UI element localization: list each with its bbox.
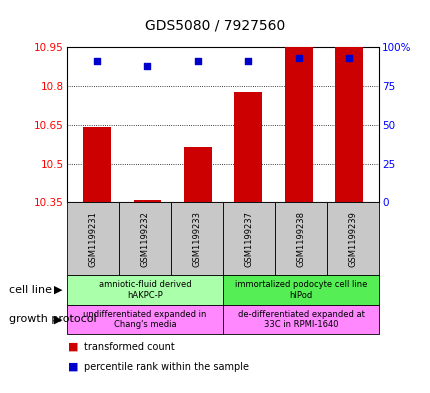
Text: ■: ■ xyxy=(68,342,78,352)
Bar xyxy=(171,202,223,275)
Text: growth protocol: growth protocol xyxy=(9,314,96,324)
Bar xyxy=(223,202,274,275)
Bar xyxy=(274,202,326,275)
Text: de-differentiated expanded at
33C in RPMI-1640: de-differentiated expanded at 33C in RPM… xyxy=(237,310,364,329)
Bar xyxy=(326,202,378,275)
Text: GSM1199232: GSM1199232 xyxy=(140,211,149,267)
Text: undifferentiated expanded in
Chang's media: undifferentiated expanded in Chang's med… xyxy=(83,310,206,329)
Point xyxy=(194,58,201,64)
Bar xyxy=(133,200,161,202)
Text: percentile rank within the sample: percentile rank within the sample xyxy=(84,362,249,371)
Bar xyxy=(223,305,378,334)
Point xyxy=(93,58,100,64)
Bar xyxy=(119,202,171,275)
Point xyxy=(295,55,301,61)
Text: amniotic-fluid derived
hAKPC-P: amniotic-fluid derived hAKPC-P xyxy=(98,280,191,299)
Text: transformed count: transformed count xyxy=(84,342,175,352)
Bar xyxy=(335,47,362,202)
Bar xyxy=(83,127,111,202)
Text: ■: ■ xyxy=(68,362,78,371)
Text: GSM1199237: GSM1199237 xyxy=(244,211,253,267)
Point xyxy=(345,55,352,61)
Text: immortalized podocyte cell line
hIPod: immortalized podocyte cell line hIPod xyxy=(234,280,366,299)
Text: ▶: ▶ xyxy=(54,285,62,295)
Text: ▶: ▶ xyxy=(54,314,62,324)
Text: cell line: cell line xyxy=(9,285,52,295)
Text: GDS5080 / 7927560: GDS5080 / 7927560 xyxy=(145,18,285,33)
Text: GSM1199238: GSM1199238 xyxy=(296,211,305,267)
Text: GSM1199231: GSM1199231 xyxy=(88,211,97,267)
Bar xyxy=(284,47,312,202)
Text: GSM1199239: GSM1199239 xyxy=(348,211,357,267)
Point xyxy=(244,58,251,64)
Bar xyxy=(223,275,378,305)
Point xyxy=(144,62,150,69)
Bar xyxy=(67,202,119,275)
Text: GSM1199233: GSM1199233 xyxy=(192,211,201,267)
Bar xyxy=(67,305,223,334)
Bar xyxy=(184,147,211,202)
Bar xyxy=(234,92,261,202)
Bar xyxy=(67,275,223,305)
